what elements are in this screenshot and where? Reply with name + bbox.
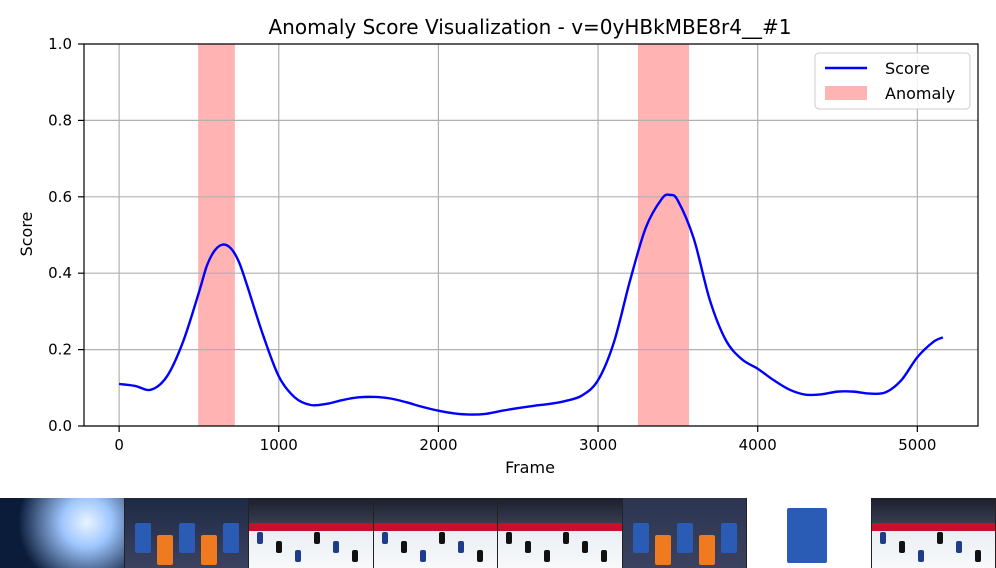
thumbnail-3 [249,498,374,568]
anomaly-region-2 [637,44,690,426]
y-tick-label-2: 0.4 [48,264,72,282]
anomaly-chart: Anomaly Score Visualization - v=0yHBkMBE… [17,15,979,477]
x-tick-label-2: 2000 [419,436,457,454]
legend-label-score: Score [885,59,930,78]
x-tick-label-3: 3000 [579,436,617,454]
plot-frame [83,43,979,427]
y-tick-label-3: 0.6 [48,188,72,206]
x-tick-label-1: 1000 [260,436,298,454]
legend-label-anomaly: Anomaly [885,84,955,103]
x-tick-label-4: 4000 [739,436,777,454]
thumbnail-5 [498,498,623,568]
thumbnail-1 [0,498,125,568]
series-line-score [118,193,944,416]
thumbnail-7 [747,498,872,568]
plot-area: 0 1000 2000 3000 4000 5000 0.0 0.2 0.4 0.6 0.8 1.0 S… [48,35,979,454]
y-tick-label-1: 0.2 [48,341,72,359]
thumbnail-8 [871,498,996,568]
thumbnail-4 [373,498,498,568]
x-tick-label-5: 5000 [898,436,936,454]
chart-title: Anomaly Score Visualization - v=0yHBkMBE… [269,15,792,39]
thumbnail-2 [124,498,249,568]
x-tick-label-0: 0 [114,436,124,454]
y-axis-label: Score [17,212,36,257]
thumbnail-6 [622,498,747,568]
y-tick-label-5: 1.0 [48,35,72,53]
y-tick-label-4: 0.8 [48,111,72,129]
y-tick-label-0: 0.0 [48,417,72,435]
legend-swatch-anomaly [825,86,867,100]
anomaly-region-1 [198,44,235,426]
x-axis-label: Frame [505,458,555,477]
video-frame-strip [0,498,996,568]
